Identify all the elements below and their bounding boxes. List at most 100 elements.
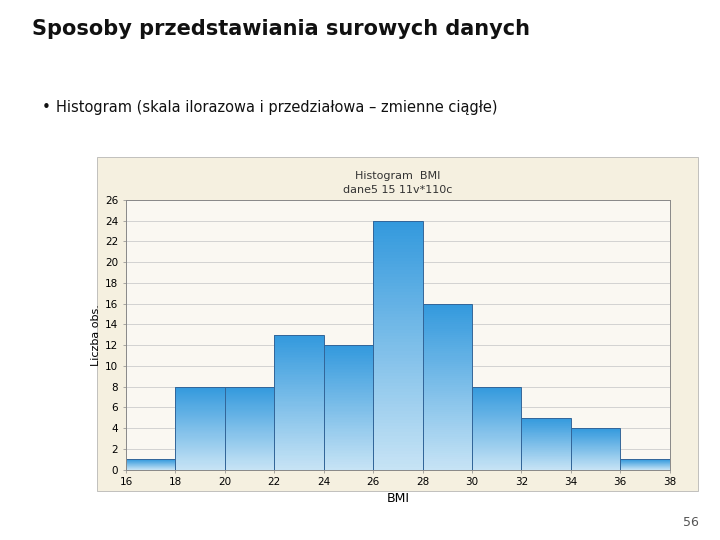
Bar [373, 355, 423, 357]
Bar [324, 366, 373, 367]
Bar [176, 406, 225, 407]
Bar [274, 406, 324, 407]
Bar [176, 428, 225, 429]
Bar [423, 420, 472, 422]
Bar [324, 361, 373, 362]
Bar [225, 436, 274, 437]
Bar [521, 451, 571, 453]
Text: Sposoby przedstawiania surowych danych: Sposoby przedstawiania surowych danych [32, 19, 531, 39]
Bar [521, 465, 571, 466]
Bar [521, 464, 571, 465]
Bar [373, 233, 423, 236]
Bar [274, 458, 324, 460]
Bar [373, 408, 423, 410]
Bar [176, 451, 225, 452]
Bar [324, 449, 373, 451]
Bar [472, 424, 521, 425]
Bar [373, 299, 423, 301]
Bar [225, 391, 274, 392]
Bar [324, 384, 373, 386]
Bar [225, 426, 274, 427]
Bar [274, 446, 324, 448]
Bar [423, 312, 472, 314]
Bar [176, 425, 225, 426]
Bar [225, 430, 274, 431]
Bar [324, 467, 373, 468]
Bar [225, 425, 274, 426]
Bar [373, 438, 423, 442]
Bar [225, 393, 274, 394]
Bar [324, 454, 373, 456]
Bar [423, 465, 472, 468]
Bar [274, 444, 324, 446]
Bar [521, 468, 571, 469]
Bar [373, 258, 423, 261]
Bar [423, 436, 472, 438]
Bar [324, 382, 373, 384]
Bar [225, 421, 274, 422]
Bar [521, 436, 571, 437]
Bar [373, 336, 423, 339]
Bar [521, 425, 571, 426]
Bar [225, 451, 274, 452]
Bar [176, 427, 225, 428]
Bar [225, 431, 274, 433]
Bar [521, 432, 571, 433]
Bar [274, 429, 324, 431]
Bar [274, 402, 324, 404]
Bar [521, 456, 571, 457]
Bar [472, 413, 521, 414]
Bar [324, 429, 373, 431]
Bar [274, 365, 324, 367]
Bar [176, 450, 225, 451]
Bar [472, 388, 521, 389]
Bar [423, 441, 472, 443]
Bar [274, 367, 324, 368]
Bar [176, 458, 225, 460]
Bar [176, 414, 225, 415]
Bar [423, 366, 472, 368]
Bar [324, 442, 373, 443]
Bar [373, 420, 423, 423]
Bar [620, 460, 670, 470]
Bar [373, 283, 423, 286]
Bar [225, 461, 274, 462]
Bar [423, 341, 472, 343]
Bar [274, 422, 324, 424]
Bar [423, 411, 472, 414]
Bar [423, 468, 472, 470]
Bar [423, 414, 472, 416]
Bar [472, 427, 521, 428]
Bar [472, 445, 521, 446]
Bar [274, 357, 324, 359]
Bar [324, 352, 373, 353]
Bar [472, 395, 521, 396]
Bar [521, 454, 571, 455]
Bar [373, 327, 423, 329]
Bar [521, 418, 571, 470]
Bar [324, 424, 373, 426]
Bar [324, 420, 373, 422]
Bar [176, 394, 225, 395]
Bar [373, 395, 423, 398]
Bar [472, 398, 521, 399]
Bar [472, 451, 521, 452]
Bar [373, 364, 423, 367]
Bar [521, 446, 571, 447]
Bar [373, 467, 423, 470]
Bar [176, 390, 225, 391]
Bar [225, 388, 274, 389]
Bar [324, 396, 373, 398]
Bar [472, 438, 521, 440]
Bar [324, 376, 373, 378]
Bar [423, 453, 472, 455]
Bar [423, 457, 472, 460]
Bar [176, 409, 225, 410]
Bar [176, 418, 225, 419]
Bar [225, 389, 274, 390]
Bar [521, 433, 571, 434]
Bar [176, 387, 225, 388]
Bar [176, 397, 225, 398]
Bar [472, 447, 521, 448]
Bar [521, 426, 571, 427]
